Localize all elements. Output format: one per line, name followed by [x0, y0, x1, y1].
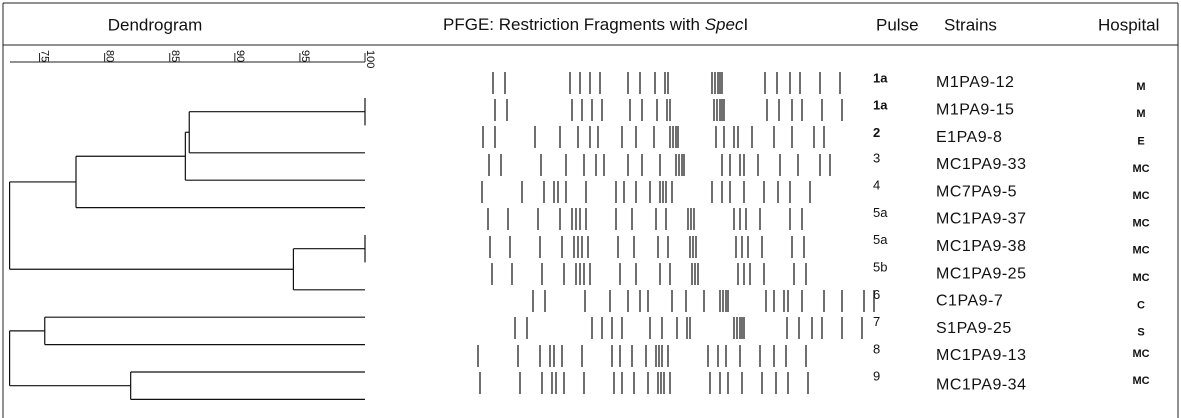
gel-lane: [483, 126, 824, 148]
header-pfge: PFGE: Restriction Fragments with SpecI: [443, 15, 748, 34]
pulse-label: 5a: [873, 232, 888, 247]
x-tick-label: 80: [104, 50, 116, 62]
strain-label: C1PA9-7: [936, 293, 1003, 310]
strain-label: M1PA9-12: [936, 74, 1014, 91]
pulse-label: 5b: [873, 260, 887, 275]
gel-lane: [490, 236, 804, 258]
gel-lane: [478, 345, 806, 367]
hospital-label: MC: [1132, 375, 1149, 387]
gel-lane: [515, 317, 862, 339]
gel-lane: [482, 181, 810, 203]
strain-label: MC1PA9-13: [936, 347, 1026, 364]
gel-lane: [533, 290, 874, 312]
hospital-label: M: [1136, 81, 1145, 93]
hospital-label: M: [1136, 108, 1145, 120]
pulse-label: 1a: [873, 70, 888, 85]
strain-label: S1PA9-25: [936, 320, 1012, 337]
header-strains: Strains: [944, 15, 997, 34]
x-tick-label: 100: [364, 50, 376, 68]
x-tick-label: 75: [39, 50, 51, 62]
strain-label: MC7PA9-5: [936, 183, 1017, 200]
x-tick-label: 95: [299, 50, 311, 62]
hospital-label: MC: [1132, 272, 1149, 284]
hospital-label: MC: [1132, 217, 1149, 229]
header-pfge-enzyme: Spec: [705, 15, 744, 34]
gel: [478, 72, 874, 394]
hospital-label: MC: [1132, 190, 1149, 202]
strain-label: MC1PA9-38: [936, 238, 1026, 255]
header-hospital: Hospital: [1098, 15, 1159, 34]
strain-label: MC1PA9-34: [936, 377, 1026, 394]
gel-lane: [495, 99, 842, 121]
pulse-label: 1a: [873, 98, 888, 113]
pulse-label: 7: [873, 314, 880, 329]
hospital-label: S: [1137, 327, 1144, 339]
pulse-label: 2: [873, 125, 880, 140]
x-tick-label: 90: [234, 50, 246, 62]
gel-lane: [488, 208, 802, 230]
pulse-label: 3: [873, 150, 880, 165]
strain-label: MC1PA9-33: [936, 156, 1026, 173]
gel-lane: [480, 372, 808, 394]
gel-lane: [489, 154, 830, 176]
figure: Dendrogram PFGE: Restriction Fragments w…: [0, 0, 1181, 418]
hospital-label: E: [1137, 136, 1144, 148]
x-tick-label: 85: [169, 50, 181, 62]
header-pfge-suffix: I: [743, 15, 748, 34]
hospital-label: MC: [1132, 348, 1149, 360]
strain-label: M1PA9-15: [936, 102, 1014, 119]
pulse-label: 9: [873, 369, 880, 384]
header-pfge-prefix: PFGE: Restriction Fragments with: [443, 15, 705, 34]
pulse-label: 4: [873, 178, 880, 193]
strain-label: MC1PA9-25: [936, 265, 1026, 282]
header-pulse: Pulse: [876, 15, 919, 34]
pulse-label: 6: [873, 287, 880, 302]
strain-label: MC1PA9-37: [936, 211, 1026, 228]
strain-label: E1PA9-8: [936, 129, 1002, 146]
hospital-label: MC: [1132, 245, 1149, 257]
header-dendrogram: Dendrogram: [108, 15, 203, 34]
gel-lane: [492, 263, 806, 285]
pulse-label: 8: [873, 341, 880, 356]
gel-lane: [493, 72, 840, 94]
hospital-label: MC: [1132, 163, 1149, 175]
pulse-label: 5a: [873, 205, 888, 220]
page: { "header": { "dendrogram": "Dendrogram"…: [0, 0, 1181, 418]
hospital-label: C: [1137, 299, 1145, 311]
